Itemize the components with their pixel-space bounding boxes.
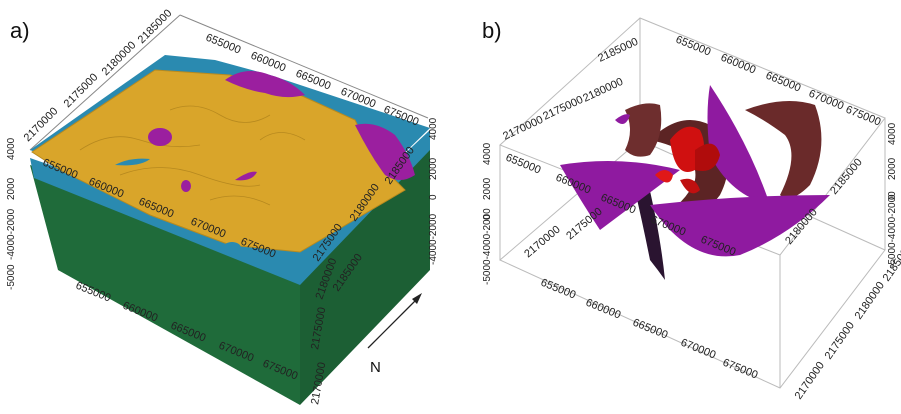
tick-b-mid-x-0: 655000 <box>504 152 543 177</box>
panel-b: b) 655000 660000 <box>482 17 901 402</box>
block-front-left-face <box>30 165 300 405</box>
tick-b-bottom-x-0: 655000 <box>539 277 578 302</box>
panel-b-ticks-z-left: 4000 2000 0 -5000-4000-2000 <box>482 142 493 285</box>
panel-a-ticks-z-left: 4000 2000 -4000-2000 -5000 <box>6 137 17 290</box>
north-label: N <box>370 359 381 376</box>
tick-b-top-x-2: 665000 <box>764 70 803 95</box>
tick-b-bottom-x-2: 665000 <box>631 317 670 342</box>
tick-a-z-right-1: 2000 <box>428 157 439 180</box>
magenta-intrusion-east <box>355 123 415 180</box>
tick-b-top-y-1: 2175000 <box>541 94 585 123</box>
tick-b-bottom-x-4: 675000 <box>721 357 760 382</box>
block-right-face <box>300 140 430 405</box>
red-anomaly-cluster <box>655 126 720 194</box>
tick-b-z-left-0: 4000 <box>482 142 493 165</box>
tick-a-z-right-0: 4000 <box>428 117 439 140</box>
panel-b-box <box>499 17 886 389</box>
panel-a: a) <box>6 7 439 405</box>
magenta-blob-small <box>181 180 191 192</box>
blue-lake-west <box>115 158 150 166</box>
magenta-blob-center <box>148 128 172 146</box>
tick-a-z-left-2: -4000-2000 <box>6 208 17 260</box>
tick-b-z-right-0: 4000 <box>887 122 898 145</box>
panel-a-ticks-z-right: 4000 2000 0 -4000-2000 <box>428 117 439 265</box>
magenta-blob-east <box>235 171 257 181</box>
tick-b-z-left-1: 2000 <box>482 177 493 200</box>
tick-a-top-x-0: 655000 <box>204 32 243 57</box>
purple-surface-small <box>615 114 630 124</box>
tick-b-bottom-y-0: 2170000 <box>793 360 827 402</box>
tick-b-bottom-y-1: 2175000 <box>823 320 857 362</box>
tick-b-top-x-0: 655000 <box>674 34 713 59</box>
tick-b-z-left-2: 0 <box>482 214 493 220</box>
tick-b-bottom-x-3: 670000 <box>679 337 718 362</box>
purple-surface-south <box>650 195 830 257</box>
tick-a-top-x-1: 660000 <box>249 50 288 75</box>
purple-surface-west <box>560 161 680 230</box>
tick-a-top-y-3: 2185000 <box>136 7 175 46</box>
surface-relief <box>79 105 306 206</box>
tick-b-top-x-4: 675000 <box>844 104 883 129</box>
blue-lake-south <box>223 242 241 254</box>
tick-a-z-left-3: -5000 <box>6 264 17 290</box>
panel-a-box <box>29 14 429 151</box>
panel-a-label: a) <box>10 18 30 43</box>
tick-b-top-y-0: 2170000 <box>501 114 545 143</box>
brown-surface-west <box>625 103 662 157</box>
panel-b-ticks-bottom-y: 2170000 2175000 2180000 2185000 <box>793 242 901 402</box>
tick-a-z-left-0: 4000 <box>6 137 17 160</box>
tick-b-bottom-x-1: 660000 <box>584 297 623 322</box>
tick-b-top-y-2: 2180000 <box>581 76 625 105</box>
magenta-intrusion-north <box>225 71 305 98</box>
panel-b-ticks-bottom-x: 655000 660000 665000 670000 675000 <box>539 277 760 382</box>
tick-a-top-y-2: 2180000 <box>100 39 139 78</box>
purple-surface-north <box>707 85 770 205</box>
tick-b-z-right-3: -5000-4000-2000 <box>887 191 898 268</box>
tick-b-z-right-1: 2000 <box>887 157 898 180</box>
panel-b-ticks-z-right: 4000 2000 0 -5000-4000-2000 <box>887 122 898 268</box>
brown-surface-east <box>745 101 822 199</box>
tick-b-mid-y-0: 2170000 <box>522 224 563 261</box>
north-arrow: N <box>367 293 422 376</box>
tick-a-z-right-3: -4000-2000 <box>428 213 439 265</box>
tick-b-mid-y-3: 2185000 <box>828 156 865 197</box>
tick-b-z-left-3: -5000-4000-2000 <box>482 208 493 285</box>
tick-b-top-x-1: 660000 <box>719 52 758 77</box>
tick-b-z-right-2: 0 <box>887 194 898 200</box>
tick-a-z-left-1: 2000 <box>6 177 17 200</box>
tick-b-top-y-3: 2185000 <box>596 36 640 65</box>
panel-b-label: b) <box>482 18 502 43</box>
tick-a-z-right-2: 0 <box>428 194 439 200</box>
panel-b-ticks-top-y: 2170000 2175000 2180000 2185000 <box>501 36 640 143</box>
